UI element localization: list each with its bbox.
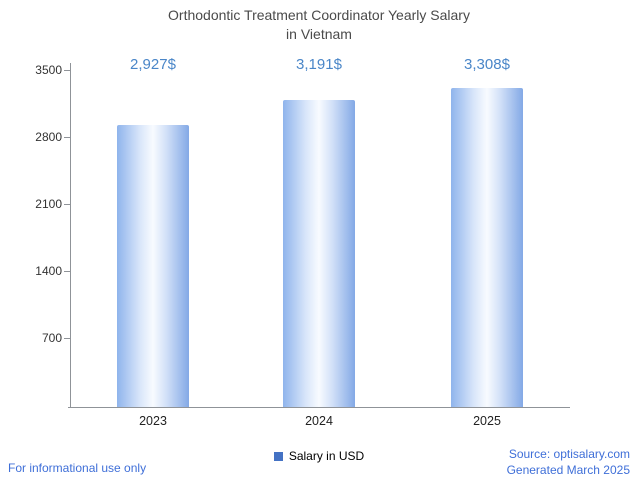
chart-title-line1: Orthodontic Treatment Coordinator Yearly… [168,7,470,23]
xtick-2025: 2025 [473,414,501,428]
value-label-2025: 3,308$ [464,56,510,73]
ytick-3500: 3500 [35,63,62,77]
xtick-2024: 2024 [305,414,333,428]
ytick-2800: 2800 [35,130,62,144]
ytick-700: 700 [41,331,62,345]
bar-2023 [117,125,189,407]
legend-label[interactable]: Salary in USD [288,449,365,463]
chart-title-line2: in Vietnam [286,25,352,42]
ytick-2100: 2100 [35,197,62,211]
ytick-mark-3500 [64,70,70,71]
xtick-2023: 2023 [139,414,167,428]
source-block: Source: optisalary.com Generated March 2… [507,447,630,478]
chart-title: Orthodontic Treatment Coordinator Yearly… [0,6,638,44]
x-axis-line [68,407,570,408]
ytick-mark-2100 [64,204,70,205]
source-link[interactable]: Source: optisalary.com [508,447,630,461]
legend: Salary in USD [0,449,638,463]
generated-date: Generated March 2025 [506,462,630,477]
bar-2024 [283,100,355,407]
bar-2025 [451,88,523,407]
y-axis-line [70,63,71,407]
value-label-2023: 2,927$ [130,56,176,73]
ytick-mark-700 [64,338,70,339]
ytick-1400: 1400 [35,264,62,278]
value-label-2024: 3,191$ [296,56,342,73]
disclaimer-text: For informational use only [8,461,147,475]
ytick-mark-2800 [64,137,70,138]
ytick-mark-1400 [64,271,70,272]
legend-marker-icon [273,451,283,461]
